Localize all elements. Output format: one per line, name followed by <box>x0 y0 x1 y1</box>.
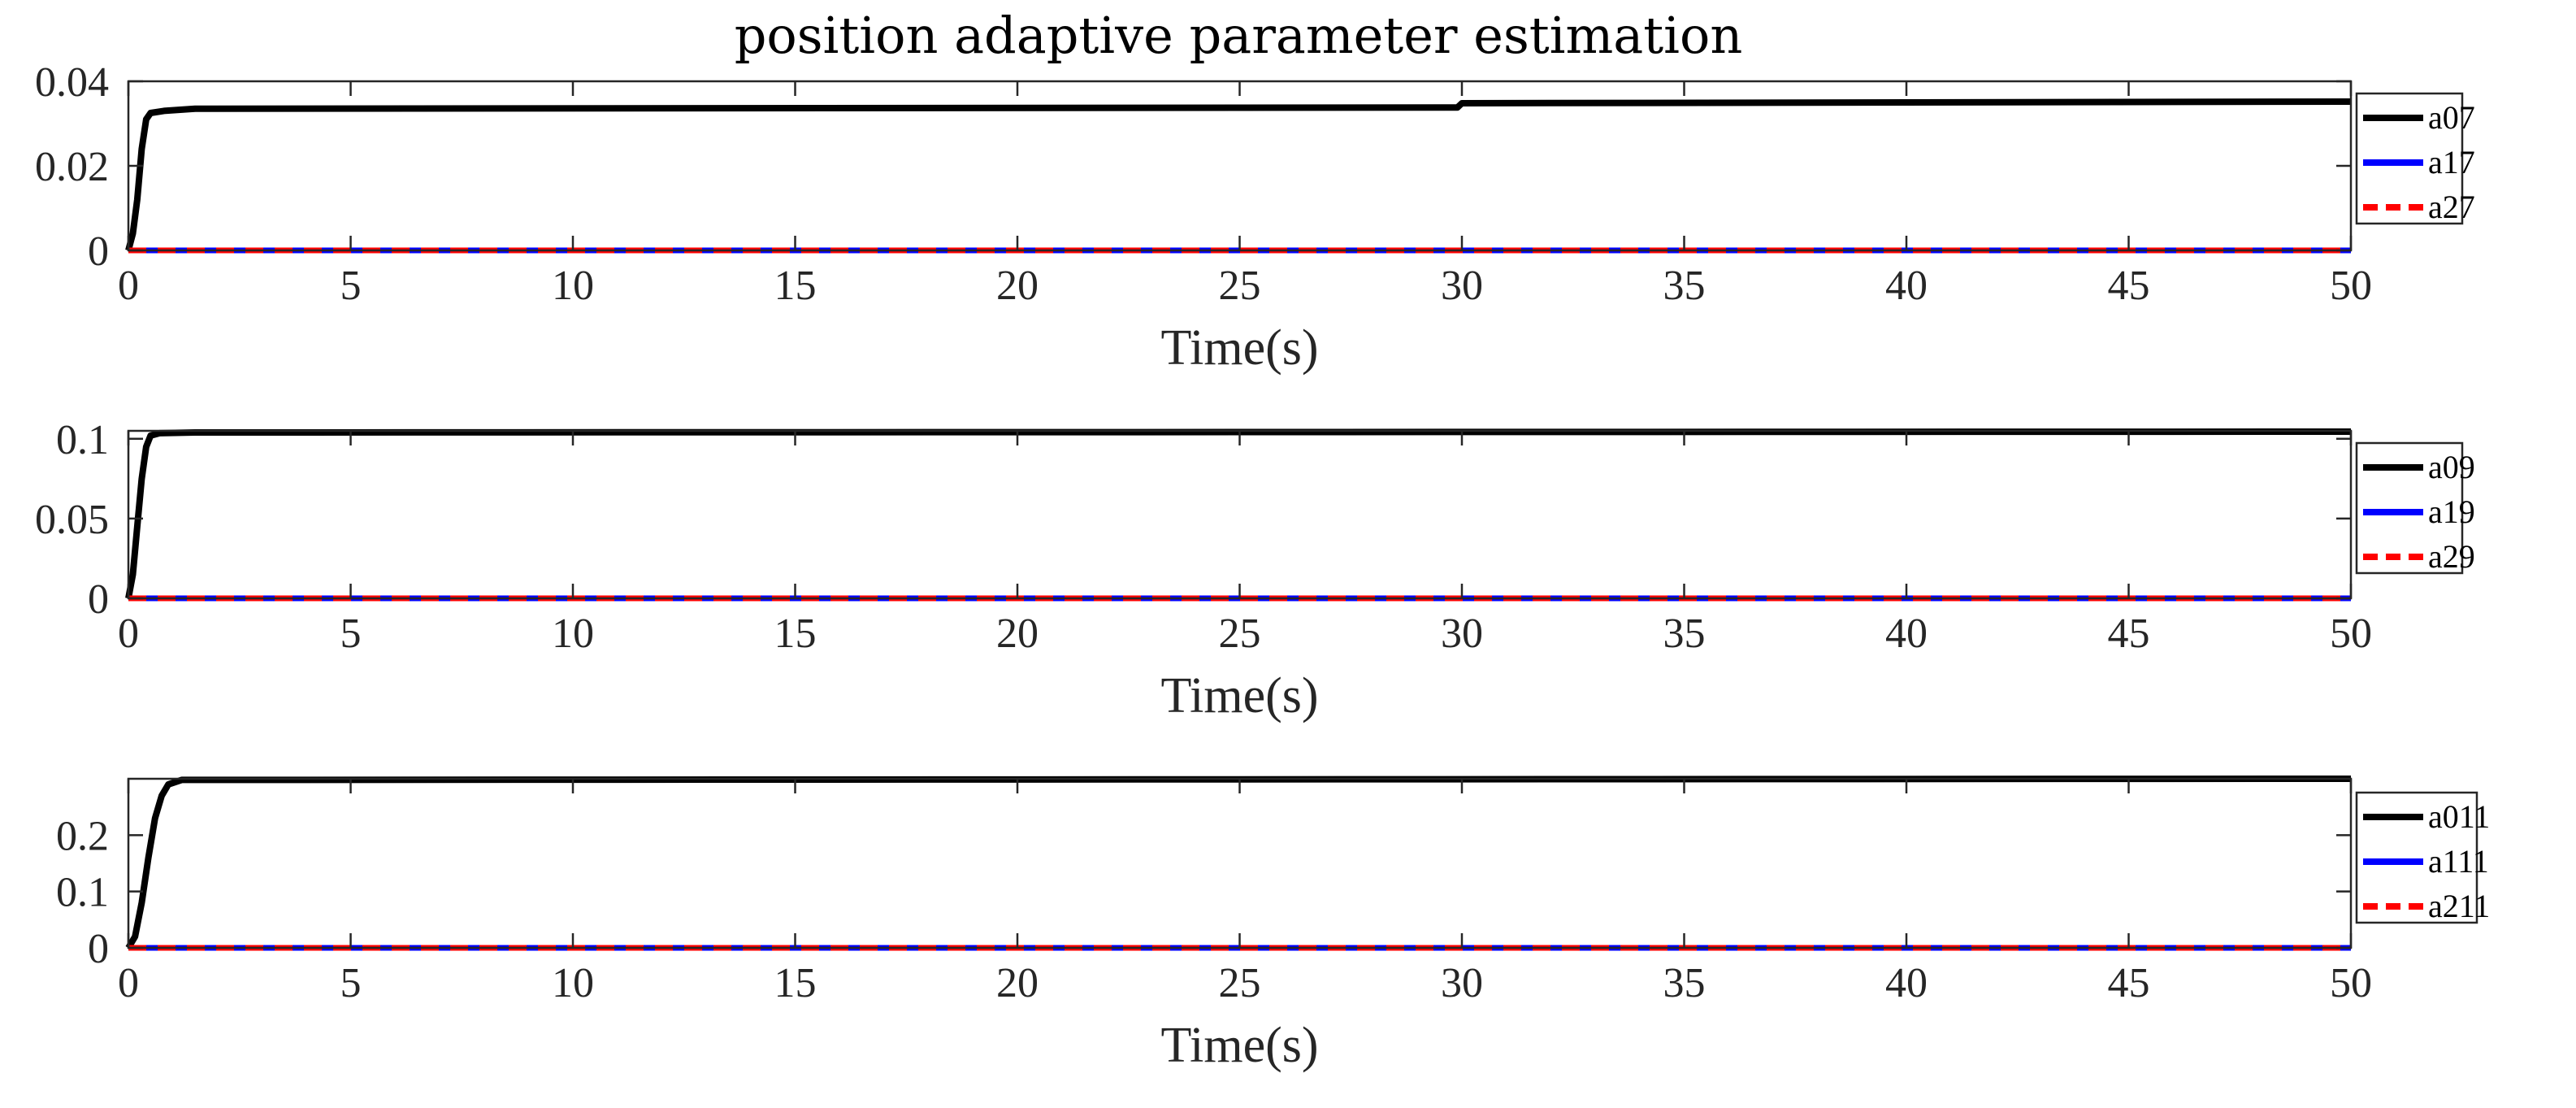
axes-frame-3 <box>127 777 2353 949</box>
x-tick-label: 0 <box>118 263 139 309</box>
y-tick-label: 0.1 <box>56 870 109 916</box>
x-tick-label: 40 <box>1885 263 1928 309</box>
y-tick-label: 0.05 <box>35 497 109 543</box>
x-tick-label: 45 <box>2108 610 2150 657</box>
x-tick-label: 5 <box>340 960 362 1006</box>
legend-label-a27: a27 <box>2428 189 2475 225</box>
subplot-1: 0 5 10 15 20 25 30 35 40 45 5000.020.04Time(s)a07a… <box>35 59 2475 376</box>
x-tick-label: 50 <box>2330 960 2372 1006</box>
y-tick-label: 0.04 <box>35 59 109 106</box>
x-tick-label: 25 <box>1219 610 1261 657</box>
y-tick-label: 0 <box>88 576 109 623</box>
x-tick-label: 40 <box>1885 960 1928 1006</box>
x-tick-label: 15 <box>774 263 817 309</box>
y-tick-label: 0.02 <box>35 144 109 190</box>
x-tick-label: 20 <box>996 960 1039 1006</box>
x-tick-label: 30 <box>1441 263 1483 309</box>
x-tick-label: 25 <box>1219 263 1261 309</box>
subplots: 0 5 10 15 20 25 30 35 40 45 5000.020.04Time(s)a07a… <box>35 59 2490 1073</box>
legend-2: a09 a19 a29 <box>2355 441 2475 575</box>
x-tick-label: 10 <box>552 263 594 309</box>
x-tick-label: 0 <box>118 960 139 1006</box>
legend-label-a111: a111 <box>2428 843 2489 880</box>
x-tick-label: 5 <box>340 263 362 309</box>
x-axis-label: Time(s) <box>1160 320 1318 376</box>
legend-label-a07: a07 <box>2428 99 2475 136</box>
y-tick-label: 0 <box>88 926 109 972</box>
x-tick-label: 10 <box>552 960 594 1006</box>
x-tick-label: 45 <box>2108 263 2150 309</box>
series-line-a011 <box>125 776 2352 950</box>
x-tick-label: 5 <box>340 610 362 657</box>
figure-title: position adaptive parameter estimation <box>735 6 1743 65</box>
x-tick-label: 0 <box>118 610 139 657</box>
x-tick-label: 20 <box>996 263 1039 309</box>
x-tick-label: 30 <box>1441 610 1483 657</box>
x-tick-label: 35 <box>1663 263 1706 309</box>
y-tick-label: 0.1 <box>56 417 109 463</box>
legend-label-a09: a09 <box>2428 449 2475 485</box>
legend-label-a211: a211 <box>2428 888 2490 924</box>
x-tick-label: 25 <box>1219 960 1261 1006</box>
x-tick-label: 35 <box>1663 960 1706 1006</box>
x-tick-label: 50 <box>2330 610 2372 657</box>
subplot-2: 0 5 10 15 20 25 30 35 40 45 50 0 0.05 0.1 Time(s) a09 a1… <box>35 417 2475 723</box>
x-tick-label: 50 <box>2330 263 2372 309</box>
x-tick-label: 35 <box>1663 610 1706 657</box>
x-tick-label: 40 <box>1885 610 1928 657</box>
x-axis-label: Time(s) <box>1160 1018 1318 1073</box>
axes-frame-2 <box>127 429 2353 600</box>
x-axis-label: Time(s) <box>1160 668 1318 723</box>
legend-label-a19: a19 <box>2428 493 2475 530</box>
x-tick-label: 45 <box>2108 960 2150 1006</box>
y-tick-label: 0 <box>88 228 109 275</box>
y-tick-label: 0.2 <box>56 813 109 859</box>
subplot-3: 0 5 10 15 20 25 30 35 40 45 5000.10.2Time(s)a011a1… <box>56 776 2490 1073</box>
x-tick-label: 15 <box>774 610 817 657</box>
series-line-a07 <box>125 98 2352 252</box>
x-tick-label: 30 <box>1441 960 1483 1006</box>
x-tick-label: 15 <box>774 960 817 1006</box>
legend-1: a07 a17 a27 <box>2355 92 2475 225</box>
legend-label-a011: a011 <box>2428 798 2490 835</box>
legend-label-a29: a29 <box>2428 538 2475 575</box>
x-tick-label: 10 <box>552 610 594 657</box>
legend-label-a17: a17 <box>2428 144 2475 180</box>
x-tick-label: 20 <box>996 610 1039 657</box>
series-line-a09 <box>125 428 2352 599</box>
legend-3: a011 a111 a211 <box>2355 791 2490 924</box>
